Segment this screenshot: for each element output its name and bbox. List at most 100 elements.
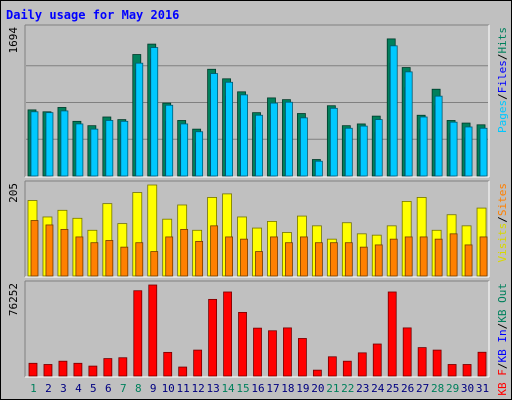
x-tick-label-17: 17 <box>266 382 279 395</box>
bar-pages-day-11 <box>180 123 189 177</box>
bar-kb-f-day-5 <box>88 365 98 377</box>
bar-pages-day-18 <box>285 101 293 177</box>
x-tick-label-29: 29 <box>446 382 459 395</box>
x-tick-label-1: 1 <box>30 382 37 395</box>
bar-sites-day-4 <box>75 236 84 277</box>
x-tick-label-13: 13 <box>206 382 219 395</box>
bar-kb-f-day-9 <box>148 284 158 377</box>
legend-entry: Visits <box>496 223 509 263</box>
bar-kb-f-day-22 <box>342 360 352 377</box>
panel-axis-legend: KB F/KB In/KB Out <box>496 283 509 396</box>
legend-separator: / <box>496 323 509 330</box>
x-tick-label-14: 14 <box>221 382 235 395</box>
bar-kb-f-day-12 <box>193 349 203 377</box>
bar-sites-day-29 <box>449 233 458 277</box>
bar-sites-day-20 <box>314 242 323 277</box>
x-tick-label-31: 31 <box>476 382 489 395</box>
x-tick-label-28: 28 <box>431 382 444 395</box>
bar-sites-day-3 <box>60 228 69 277</box>
bar-kb-f-day-7 <box>118 357 128 377</box>
bar-pages-day-20 <box>314 160 323 177</box>
bar-kb-f-day-28 <box>432 349 442 377</box>
bar-pages-day-30 <box>464 126 473 177</box>
bar-sites-day-16 <box>255 251 263 277</box>
panel-bars <box>27 184 488 277</box>
bar-kb-f-day-8 <box>133 290 143 377</box>
bar-kb-f-day-11 <box>178 366 188 377</box>
bar-kb-f-day-26 <box>402 327 412 377</box>
bar-kb-f-day-2 <box>43 364 53 377</box>
bar-sites-day-30 <box>464 244 473 277</box>
bar-sites-day-19 <box>300 236 308 277</box>
x-axis-tick-labels: 1 2 3 4 5 6 7 8 9 10 11 12 13 14 15 16 17 18 19 20 21 22 23 24 2… <box>30 382 489 395</box>
panel-max-label: 205 <box>7 183 20 203</box>
bar-kb-f-day-20 <box>312 369 322 377</box>
panel-visits: 205 Visits/Sites <box>7 180 509 278</box>
panel-bars <box>27 38 488 177</box>
legend-entry: Sites <box>496 183 509 216</box>
bar-sites-day-14 <box>225 236 233 277</box>
legend-separator: / <box>496 363 509 370</box>
bar-kb-f-day-6 <box>103 358 113 377</box>
panel-max-label: 1694 <box>7 27 20 54</box>
x-tick-label-9: 9 <box>150 382 157 395</box>
x-tick-label-27: 27 <box>416 382 429 395</box>
bar-sites-day-26 <box>404 236 413 277</box>
x-tick-label-7: 7 <box>120 382 127 395</box>
x-tick-label-15: 15 <box>236 382 249 395</box>
bar-kb-f-day-30 <box>462 364 472 377</box>
x-tick-label-24: 24 <box>371 382 385 395</box>
bar-kb-f-day-23 <box>357 352 367 377</box>
legend-entry: KB Out <box>496 283 509 323</box>
bar-pages-day-23 <box>359 125 368 177</box>
bar-pages-day-10 <box>165 104 174 177</box>
bar-pages-day-7 <box>120 120 129 177</box>
bar-pages-day-31 <box>479 127 488 177</box>
bar-pages-day-22 <box>344 127 353 177</box>
x-tick-label-19: 19 <box>296 382 309 395</box>
chart-panels: 1694Pages/Files/Hits205Visits/Sites76252… <box>7 24 509 396</box>
bar-pages-day-29 <box>449 121 458 177</box>
bar-sites-day-24 <box>374 244 383 277</box>
bar-sites-day-8 <box>135 242 144 277</box>
bar-kb-f-day-29 <box>447 364 457 377</box>
x-tick-label-16: 16 <box>251 382 264 395</box>
x-tick-label-8: 8 <box>135 382 142 395</box>
bar-pages-day-12 <box>195 131 204 177</box>
bar-kb-f-day-19 <box>298 338 307 377</box>
bar-pages-day-15 <box>240 94 248 177</box>
bar-sites-day-21 <box>329 242 338 277</box>
bar-sites-day-28 <box>434 238 443 277</box>
x-tick-label-21: 21 <box>326 382 339 395</box>
x-tick-label-23: 23 <box>356 382 369 395</box>
bar-sites-day-12 <box>195 240 204 277</box>
x-tick-label-2: 2 <box>45 382 52 395</box>
x-tick-label-4: 4 <box>75 382 82 395</box>
panel-bars <box>28 284 487 377</box>
bar-sites-day-23 <box>359 246 368 277</box>
x-tick-label-12: 12 <box>192 382 205 395</box>
bar-sites-day-9 <box>150 251 159 277</box>
bar-sites-day-31 <box>479 236 488 277</box>
bar-pages-day-6 <box>105 120 114 177</box>
chart-title: Daily usage for May 2016 <box>6 8 179 22</box>
legend-separator: / <box>496 93 509 100</box>
bar-pages-day-28 <box>434 95 443 177</box>
legend-entry: KB F <box>496 369 509 396</box>
bar-pages-day-24 <box>374 119 383 177</box>
bar-sites-day-2 <box>45 224 54 277</box>
x-tick-label-11: 11 <box>177 382 190 395</box>
bar-sites-day-10 <box>165 236 174 277</box>
bar-kb-f-day-1 <box>28 362 38 377</box>
bar-pages-day-2 <box>45 112 54 177</box>
x-tick-label-22: 22 <box>341 382 354 395</box>
bar-pages-day-17 <box>270 102 278 177</box>
legend-separator: / <box>496 216 509 223</box>
bar-pages-day-4 <box>75 123 84 177</box>
bar-sites-day-7 <box>120 246 129 277</box>
bar-kb-f-day-27 <box>417 347 427 377</box>
legend-entry: Files <box>496 60 509 93</box>
bar-kb-f-day-14 <box>223 291 232 377</box>
